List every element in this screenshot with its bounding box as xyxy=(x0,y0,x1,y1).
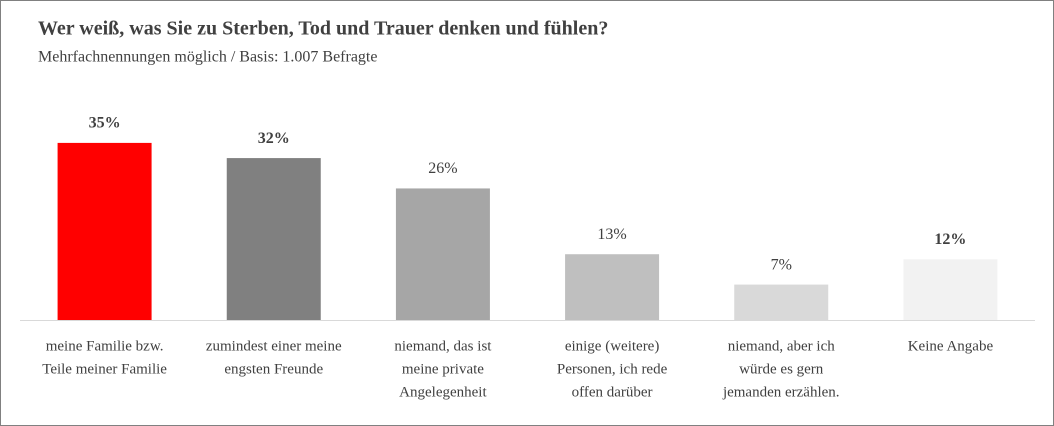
value-label: 12% xyxy=(934,231,966,248)
x-tick-label: Personen, ich rede xyxy=(557,361,668,377)
bar xyxy=(226,158,321,320)
bar xyxy=(395,188,490,320)
x-tick-label: zumindest einer meine xyxy=(206,338,342,354)
x-tick-label: einige (weitere) xyxy=(565,338,660,354)
bar xyxy=(57,142,152,320)
value-label: 7% xyxy=(771,256,792,273)
x-tick-label: Teile meiner Familie xyxy=(42,361,167,377)
value-label: 26% xyxy=(428,160,457,177)
value-label: 32% xyxy=(258,130,290,147)
x-tick-label: engsten Freunde xyxy=(224,361,323,377)
x-tick-label: Keine Angabe xyxy=(908,338,994,354)
chart-subtitle: Mehrfachnennungen möglich / Basis: 1.007… xyxy=(38,49,377,66)
value-label: 13% xyxy=(597,226,626,243)
x-tick-label: meine Familie bzw. xyxy=(46,338,164,354)
x-tick-label: würde es gern xyxy=(739,361,824,377)
bar xyxy=(734,284,829,320)
x-tick-label: niemand, das ist xyxy=(394,338,492,354)
bar xyxy=(903,259,998,320)
x-tick-label: meine private xyxy=(402,361,484,377)
x-tick-label: offen darüber xyxy=(572,384,653,400)
x-tick-label: Angelegenheit xyxy=(399,384,487,400)
x-tick-label: niemand, aber ich xyxy=(728,338,836,354)
value-label: 35% xyxy=(89,115,121,132)
bar xyxy=(565,254,660,320)
x-tick-label: jemanden erzählen. xyxy=(722,384,840,400)
chart-title: Wer weiß, was Sie zu Sterben, Tod und Tr… xyxy=(38,18,608,40)
